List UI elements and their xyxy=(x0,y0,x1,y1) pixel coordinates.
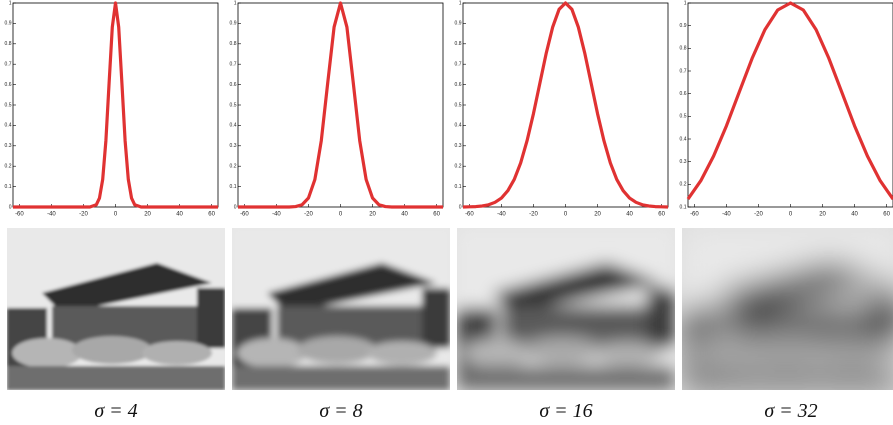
x-tick-label: -60 xyxy=(465,212,474,218)
caption: σ = 16 xyxy=(539,400,592,422)
x-tick-label: 40 xyxy=(626,212,633,218)
gaussian-curve xyxy=(13,1,218,209)
y-tick-label: 1 xyxy=(459,0,462,6)
gaussian-curve xyxy=(238,1,443,209)
x-tick-label: 60 xyxy=(433,212,440,218)
blurred-image xyxy=(682,228,893,390)
y-tick-label: 0.1 xyxy=(680,204,687,210)
y-tick-label: 0.1 xyxy=(5,184,12,190)
x-tick-label: 60 xyxy=(883,212,890,218)
x-tick-label: -40 xyxy=(497,212,506,218)
caption: σ = 8 xyxy=(319,400,362,422)
y-tick-label: 0.6 xyxy=(680,91,687,97)
x-tick-label: 20 xyxy=(594,212,601,218)
y-tick-label: 1 xyxy=(684,0,687,6)
y-tick-label: 0.9 xyxy=(455,21,462,27)
y-tick-label: 0.4 xyxy=(230,123,237,129)
y-tick-label: 0.5 xyxy=(5,102,12,108)
x-tick-label: 40 xyxy=(851,212,858,218)
x-tick-label: -60 xyxy=(240,212,249,218)
y-tick-label: 0.4 xyxy=(455,123,462,129)
x-tick-label: -40 xyxy=(722,212,731,218)
y-tick-label: 0.7 xyxy=(5,62,12,68)
x-tick-label: -20 xyxy=(754,212,763,218)
y-tick-label: 0.8 xyxy=(230,41,237,47)
y-tick-label: 0.8 xyxy=(455,41,462,47)
x-tick-label: 20 xyxy=(819,212,826,218)
plot-frame xyxy=(687,2,893,208)
y-tick-label: 0.4 xyxy=(680,136,687,142)
y-tick-label: 0.5 xyxy=(455,102,462,108)
x-tick-label: 40 xyxy=(401,212,408,218)
caption: σ = 4 xyxy=(94,400,137,422)
y-tick-label: 0.2 xyxy=(5,164,12,170)
y-tick-label: 0.6 xyxy=(230,82,237,88)
plot-frame xyxy=(237,2,444,208)
y-tick-label: 0.6 xyxy=(455,82,462,88)
x-tick-label: -60 xyxy=(15,212,24,218)
y-tick-label: 1 xyxy=(234,0,237,6)
y-tick-label: 0.9 xyxy=(5,21,12,27)
gaussian-curve xyxy=(686,1,893,200)
x-tick-label: 0 xyxy=(789,212,793,218)
blurred-image xyxy=(457,228,675,390)
plot-frame xyxy=(462,2,669,208)
y-tick-label: 0.9 xyxy=(680,23,687,29)
x-tick-label: 20 xyxy=(369,212,376,218)
x-tick-label: 40 xyxy=(176,212,183,218)
y-tick-label: 0.3 xyxy=(680,159,687,165)
y-tick-label: 0.3 xyxy=(5,143,12,149)
x-tick-label: -60 xyxy=(690,212,699,218)
x-tick-label: 60 xyxy=(658,212,665,218)
x-tick-label: 0 xyxy=(564,212,568,218)
x-tick-label: 20 xyxy=(144,212,151,218)
y-tick-label: 0 xyxy=(234,204,237,210)
y-tick-label: 0.3 xyxy=(230,143,237,149)
x-tick-label: -20 xyxy=(529,212,538,218)
y-tick-label: 0 xyxy=(9,204,12,210)
x-tick-label: -20 xyxy=(304,212,313,218)
x-tick-label: 60 xyxy=(208,212,215,218)
x-tick-label: 0 xyxy=(114,212,118,218)
y-tick-label: 0.9 xyxy=(230,21,237,27)
y-tick-label: 1 xyxy=(9,0,12,6)
gaussian-curve xyxy=(462,1,669,209)
y-tick-label: 0.6 xyxy=(5,82,12,88)
y-tick-label: 0.5 xyxy=(680,114,687,120)
y-tick-label: 0.1 xyxy=(455,184,462,190)
y-tick-label: 0 xyxy=(459,204,462,210)
y-tick-label: 0.2 xyxy=(455,164,462,170)
blurred-image xyxy=(232,228,450,390)
y-tick-label: 0.8 xyxy=(680,46,687,52)
y-tick-label: 0.2 xyxy=(680,182,687,188)
y-tick-label: 0.8 xyxy=(5,41,12,47)
blurred-image xyxy=(7,228,225,390)
plot-frame xyxy=(12,2,219,208)
x-tick-label: -20 xyxy=(79,212,88,218)
y-tick-label: 0.2 xyxy=(230,164,237,170)
caption: σ = 32 xyxy=(764,400,817,422)
x-tick-label: 0 xyxy=(339,212,343,218)
y-tick-label: 0.7 xyxy=(230,62,237,68)
y-tick-label: 0.3 xyxy=(455,143,462,149)
y-tick-label: 0.7 xyxy=(455,62,462,68)
x-tick-label: -40 xyxy=(272,212,281,218)
y-tick-label: 0.7 xyxy=(680,68,687,74)
y-tick-label: 0.1 xyxy=(230,184,237,190)
x-tick-label: -40 xyxy=(47,212,56,218)
y-tick-label: 0.5 xyxy=(230,102,237,108)
y-tick-label: 0.4 xyxy=(5,123,12,129)
